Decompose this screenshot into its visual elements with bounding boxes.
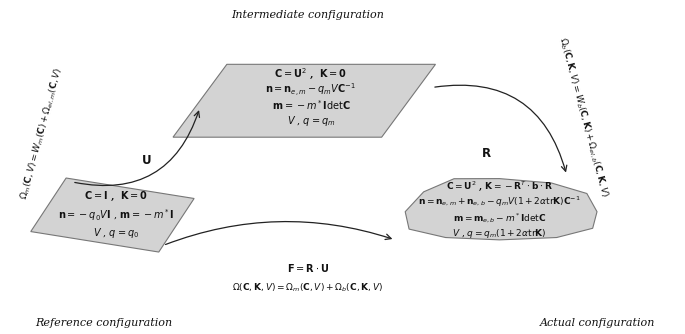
Text: $\mathbf{C} = \mathbf{I}$ ,  $\mathbf{K} = \mathbf{0}$: $\mathbf{C} = \mathbf{I}$ , $\mathbf{K} … — [84, 190, 148, 203]
Polygon shape — [173, 64, 436, 137]
Text: $V$ , $q = q_0$: $V$ , $q = q_0$ — [92, 226, 139, 240]
Text: $\mathbf{m} = \mathbf{m}_{e,b} - m^*\mathbf{I}\mathrm{det}\mathbf{C}$: $\mathbf{m} = \mathbf{m}_{e,b} - m^*\mat… — [453, 211, 546, 225]
Text: $\Omega(\mathbf{C},\mathbf{K},V) = \Omega_m(\mathbf{C},V) + \Omega_b(\mathbf{C},: $\Omega(\mathbf{C},\mathbf{K},V) = \Omeg… — [232, 282, 383, 294]
Text: $V$ , $q = q_m$: $V$ , $q = q_m$ — [287, 114, 335, 128]
FancyArrowPatch shape — [75, 111, 199, 185]
Text: Intermediate configuration: Intermediate configuration — [231, 10, 384, 20]
Text: $\mathbf{m} = -m^*\mathbf{I}\mathrm{det}\mathbf{C}$: $\mathbf{m} = -m^*\mathbf{I}\mathrm{det}… — [272, 99, 350, 112]
Text: $\mathbf{n} = \mathbf{n}_{e,m} - q_m V\mathbf{C}^{-1}$: $\mathbf{n} = \mathbf{n}_{e,m} - q_m V\m… — [266, 81, 356, 98]
Text: $\Omega_b(\mathbf{C},\mathbf{K},V) = W_b(\mathbf{C},\mathbf{K}) + \Omega_{el,b}(: $\Omega_b(\mathbf{C},\mathbf{K},V) = W_b… — [556, 36, 611, 199]
Text: $V$ , $q = q_m(1+2\alpha\mathrm{tr}\mathbf{K})$: $V$ , $q = q_m(1+2\alpha\mathrm{tr}\math… — [452, 227, 547, 240]
Polygon shape — [406, 179, 597, 240]
Text: $\mathbf{R}$: $\mathbf{R}$ — [481, 147, 491, 160]
Text: Reference configuration: Reference configuration — [35, 318, 172, 328]
Polygon shape — [31, 178, 194, 252]
Text: Actual configuration: Actual configuration — [540, 318, 655, 328]
Text: $\mathbf{C} = \mathbf{U}^2$ ,  $\mathbf{K} = \mathbf{0}$: $\mathbf{C} = \mathbf{U}^2$ , $\mathbf{K… — [275, 66, 347, 81]
Text: $\mathbf{F} = \mathbf{R} \cdot \mathbf{U}$: $\mathbf{F} = \mathbf{R} \cdot \mathbf{U… — [286, 262, 329, 274]
Text: $\mathbf{U}$: $\mathbf{U}$ — [141, 154, 151, 167]
FancyArrowPatch shape — [435, 85, 566, 171]
FancyArrowPatch shape — [166, 221, 391, 244]
Text: $\mathbf{n} = \mathbf{n}_{e,m} + \mathbf{n}_{e,b} - q_m V(1+2\alpha\mathrm{tr}\m: $\mathbf{n} = \mathbf{n}_{e,m} + \mathbf… — [418, 195, 581, 209]
Text: $\mathbf{C} = \mathbf{U}^2$ , $\mathbf{K} = -\mathbf{R}^T \cdot \mathbf{b} \cdot: $\mathbf{C} = \mathbf{U}^2$ , $\mathbf{K… — [446, 179, 553, 193]
Text: $\Omega_m(\mathbf{C},V) = W_m(\mathbf{C}) + \Omega_{el,m}(\mathbf{C},V)$: $\Omega_m(\mathbf{C},V) = W_m(\mathbf{C}… — [18, 66, 65, 201]
Text: $\mathbf{n} = -q_0 V\mathbf{I}$ , $\mathbf{m} = -m^*\mathbf{I}$: $\mathbf{n} = -q_0 V\mathbf{I}$ , $\math… — [58, 207, 174, 223]
